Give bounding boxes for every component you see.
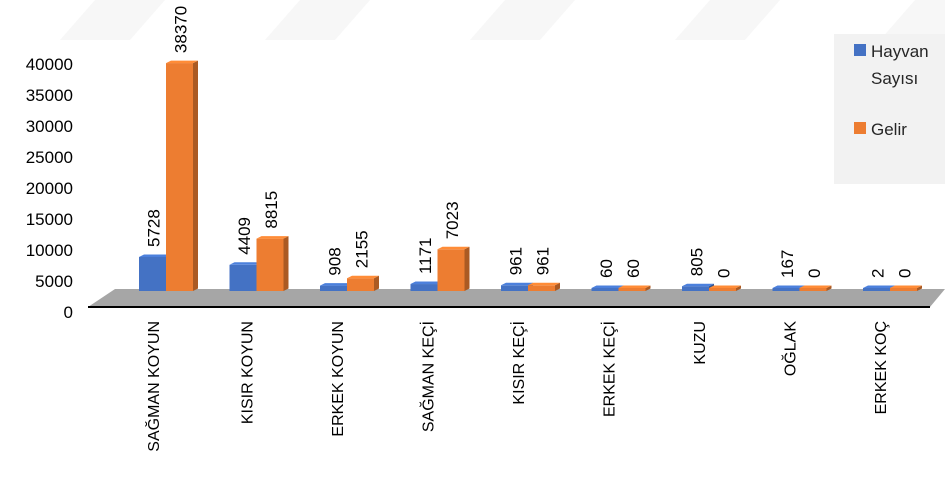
legend-label: Hayvan [871, 42, 929, 61]
data-label: 961 [534, 247, 553, 275]
bar-hayvan [773, 288, 800, 291]
data-label: 38370 [172, 6, 191, 53]
category-label: SAĞMAN KEÇİ [419, 321, 438, 432]
y-tick-label: 25000 [26, 148, 73, 167]
category-label: KISIR KOYUN [240, 321, 257, 424]
category-label: SAĞMAN KOYUN [144, 321, 163, 452]
bar-side [465, 247, 470, 291]
bar-hayvan [230, 265, 257, 291]
data-label: 0 [805, 269, 824, 278]
watermark-stripe [265, 0, 370, 40]
data-label: 0 [715, 269, 734, 278]
data-label: 8815 [262, 191, 281, 229]
data-label: 805 [688, 248, 707, 276]
bar-gelir [619, 288, 646, 291]
bar-hayvan [501, 285, 528, 291]
floor-plane [88, 289, 945, 307]
bar-top [257, 236, 289, 239]
data-label: 0 [896, 269, 915, 278]
bar-gelir [438, 249, 465, 291]
legend-label: Sayısı [871, 69, 918, 88]
y-tick-label: 5000 [35, 272, 73, 291]
y-tick-label: 20000 [26, 179, 73, 198]
data-label: 961 [507, 247, 526, 275]
category-label: ERKEK KEÇİ [600, 321, 619, 417]
bar-side [374, 276, 379, 291]
bar-hayvan [863, 288, 890, 291]
data-label: 1171 [416, 237, 435, 274]
bar-gelir [347, 278, 374, 291]
legend-label: Gelir [871, 120, 907, 139]
legend-swatch [854, 44, 866, 56]
bar-gelir [709, 288, 736, 291]
bar-top [438, 247, 470, 250]
watermark-stripe [60, 0, 165, 40]
data-label: 60 [597, 259, 616, 278]
y-tick-label: 0 [64, 303, 73, 322]
x-axis: SAĞMAN KOYUN KISIR KOYUN ERKEK KOYUN SAĞMAN… [144, 321, 890, 452]
bar-top [501, 283, 533, 286]
data-label: 167 [778, 250, 797, 278]
data-label: 60 [624, 259, 643, 278]
data-label: 7023 [443, 201, 462, 239]
bar-side [193, 61, 198, 291]
category-label: OĞLAK [781, 321, 800, 376]
category-label: KISIR KEÇİ [509, 321, 528, 405]
data-label: 908 [326, 247, 345, 275]
bar-gelir [800, 288, 827, 291]
bar-top [166, 61, 198, 64]
legend: Hayvan Sayısı Gelir [834, 34, 945, 184]
bar-gelir [890, 288, 917, 291]
bar-top [682, 284, 714, 287]
watermark-background [60, 0, 945, 40]
bar-hayvan [320, 286, 347, 291]
bar-top [773, 286, 805, 289]
bar-hayvan [592, 288, 619, 291]
bars [139, 61, 922, 291]
y-tick-label: 10000 [26, 241, 73, 260]
watermark-stripe [675, 0, 780, 40]
legend-swatch [854, 122, 866, 134]
y-tick-label: 35000 [26, 86, 73, 105]
category-label: ERKEK KOÇ [873, 321, 890, 414]
bar-top [800, 286, 832, 289]
data-label: 2 [869, 269, 888, 278]
data-label: 4409 [235, 217, 254, 255]
bar-top [890, 286, 922, 289]
y-tick-label: 40000 [26, 55, 73, 74]
bar-hayvan [682, 286, 709, 291]
bar-gelir [528, 285, 555, 291]
data-label: 2155 [353, 230, 372, 268]
watermark-stripe [470, 0, 575, 40]
bar-side [284, 236, 289, 291]
bar-top [528, 283, 560, 286]
bar-hayvan [411, 284, 438, 291]
y-tick-label: 15000 [26, 210, 73, 229]
bar-top [619, 286, 651, 289]
bar-hayvan [139, 257, 166, 291]
y-tick-label: 30000 [26, 117, 73, 136]
bar-top [592, 286, 624, 289]
bar-gelir [257, 239, 284, 291]
bar-top [863, 286, 895, 289]
y-axis: 0 5000 10000 15000 20000 25000 30000 35000 40000 [26, 55, 73, 322]
bar-top [709, 286, 741, 289]
category-label: ERKEK KOYUN [330, 321, 347, 437]
chart-floor [88, 289, 945, 307]
category-label: KUZU [692, 321, 709, 365]
data-label: 5728 [145, 209, 164, 247]
bar-top [347, 276, 379, 279]
bar-gelir [166, 63, 193, 291]
